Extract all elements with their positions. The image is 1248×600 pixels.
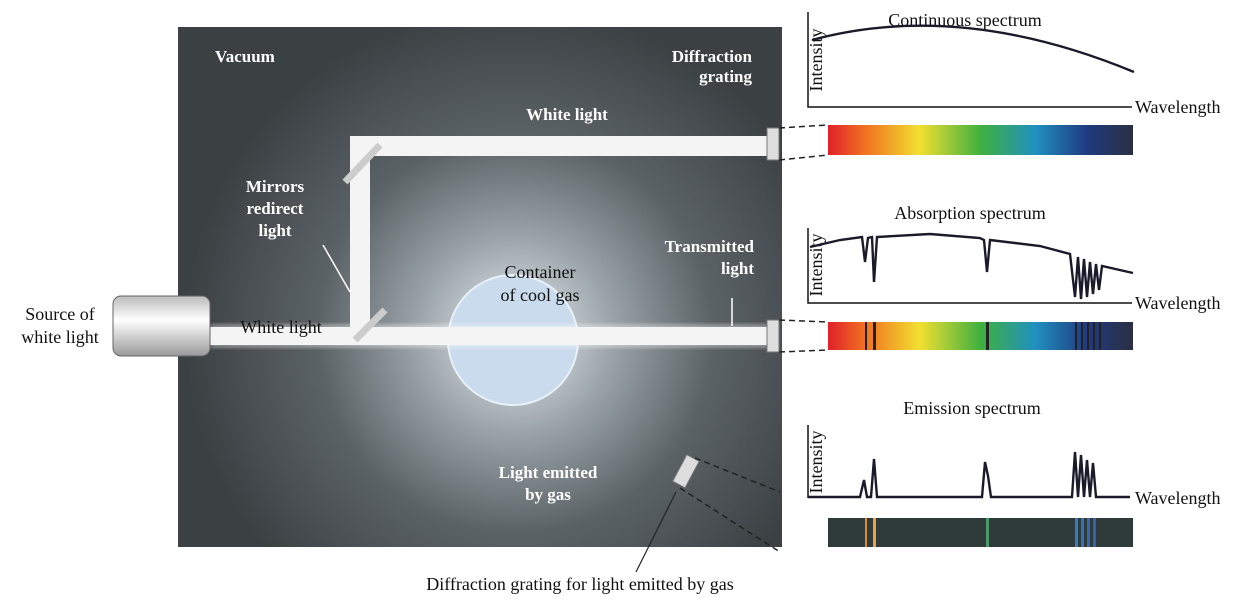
emission-lines [865,518,1096,547]
dashed-line [778,124,829,129]
axis-label: Intensity [806,431,826,494]
line [1099,322,1101,350]
dashed-line [778,319,829,323]
axis-label: Intensity [806,29,826,92]
spectrum-panel: Absorption spectrum Intensity Wavelength [806,203,1221,350]
label-line: light [258,221,291,240]
line [865,322,867,350]
line [873,322,876,350]
axes [807,12,1132,108]
leader-line [635,491,677,573]
dashed-line [694,457,781,493]
leader-line [322,244,351,293]
line [1081,322,1083,350]
absorption-lines [865,322,1101,350]
dashed-line [778,154,829,161]
line [1075,518,1078,547]
label: Source of white light [21,304,99,347]
label-line: Mirrors [246,177,305,196]
label: Light emitted by gas [499,463,598,504]
label-line: Light emitted [499,463,598,482]
label-line: of cool gas [501,285,580,305]
vertical-beam [350,136,370,334]
label-line: Container [505,262,576,282]
line [1087,518,1090,547]
mirror [342,142,383,185]
axis-label: Wavelength [1135,488,1221,508]
line [1087,322,1089,350]
axes [807,228,1132,304]
spectrum-bar [828,125,1133,155]
spectrum-curve [809,232,1134,300]
line [986,322,989,350]
label: White light [240,317,321,337]
line [865,518,867,547]
label-line: redirect [247,199,304,218]
spectrum-curve [808,451,1130,499]
dashed-line [778,349,829,353]
label-line: Source of [25,304,94,324]
label: Diffraction grating for light emitted by… [426,574,734,594]
label-line: white light [21,327,99,347]
panel-title: Emission spectrum [903,398,1041,418]
label: Vacuum [215,47,275,66]
emission-grating [672,454,700,489]
label-line: light [721,259,754,278]
label-line: Transmitted [665,237,755,256]
grating [766,319,780,353]
label-line: grating [699,67,752,86]
spectrum-panel: Emission spectrum Intensity Wavelength [806,398,1221,547]
light-source [112,295,211,357]
label: Diffraction grating [672,47,753,86]
axis-label: Intensity [806,234,826,297]
line [1093,518,1096,547]
line [1075,322,1077,350]
line [873,518,876,547]
axis-label: Wavelength [1135,293,1221,313]
label: Mirrors redirect light [246,177,305,240]
line [1093,322,1095,350]
top-beam [350,136,770,156]
label-line: Diffraction [672,47,753,66]
label: Container of cool gas [501,262,580,305]
mirror [352,307,388,343]
axis-label: Wavelength [1135,97,1221,117]
label-line: by gas [525,485,571,504]
line [1081,518,1084,547]
label: Transmitted light [665,237,755,278]
spectrum-curve [811,24,1135,74]
line [986,518,989,547]
grating [766,127,780,161]
label: White light [526,105,608,124]
spectrum-panel: Continuous spectrum Intensity Wavelength [806,10,1221,155]
panel-title: Absorption spectrum [894,203,1045,223]
grating [672,454,700,489]
light-beams [210,136,770,347]
